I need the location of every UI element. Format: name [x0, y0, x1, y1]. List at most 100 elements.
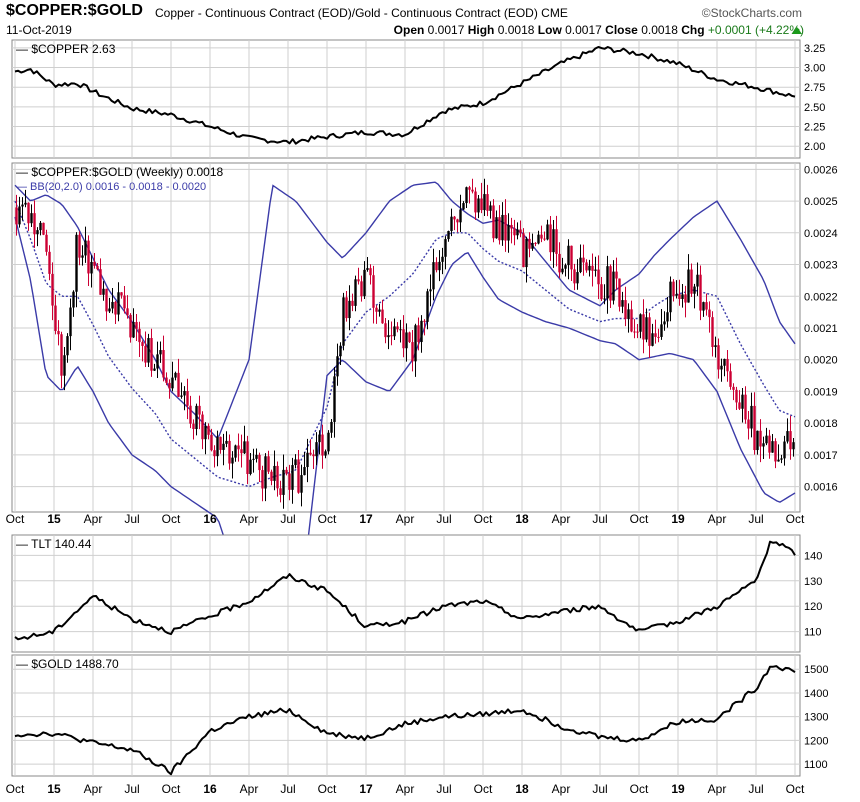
candle-up: [399, 329, 402, 331]
y-tick-label: 0.0020: [804, 355, 838, 367]
x-tick-label: Oct: [162, 782, 181, 796]
candle-down: [33, 213, 36, 235]
x-tick-label: Jul: [592, 512, 607, 526]
candle-up: [780, 458, 783, 460]
candle-up: [741, 394, 744, 409]
candle-down: [240, 449, 243, 454]
x-tick-label: 19: [671, 512, 685, 526]
ohlc-readout: Open 0.0017 High 0.0018 Low 0.0017 Close…: [394, 23, 804, 37]
candle-up: [444, 239, 447, 257]
candle-up: [525, 238, 528, 268]
candle-up: [792, 442, 795, 450]
candle-down: [165, 377, 168, 383]
candle-down: [597, 269, 600, 285]
candle-up: [720, 365, 723, 370]
candle-up: [531, 242, 534, 249]
y-tick-label: 2.75: [804, 82, 825, 94]
candle-down: [390, 335, 393, 337]
open-label: Open: [393, 23, 425, 37]
candle-down: [624, 300, 627, 319]
bb-lower-band: [14, 216, 796, 646]
x-tick-label: Apr: [552, 782, 571, 796]
candle-up: [714, 345, 717, 348]
x-tick-label: Jul: [280, 782, 295, 796]
x-tick-label: Oct: [474, 782, 493, 796]
candle-up: [39, 222, 42, 231]
x-tick-label: 16: [203, 512, 217, 526]
x-tick-label: Apr: [552, 512, 571, 526]
candle-up: [363, 269, 366, 297]
candle-up: [195, 405, 198, 430]
candle-down: [51, 273, 54, 306]
candle-up: [567, 245, 570, 266]
candle-up: [147, 338, 150, 363]
candle-up: [174, 372, 177, 378]
candle-down: [297, 459, 300, 493]
panel-frame: [11, 39, 801, 159]
candle-up: [75, 234, 78, 292]
candle-up: [243, 441, 246, 454]
y-tick-label: 2.50: [804, 102, 825, 114]
candle-down: [609, 266, 612, 301]
candle-up: [405, 332, 408, 349]
candle-up: [501, 214, 504, 241]
y-tick-label: 1400: [804, 688, 828, 700]
candle-up: [627, 309, 630, 319]
high-label: High: [467, 23, 495, 37]
x-tick-label: Apr: [84, 782, 103, 796]
y-tick-label: 0.0018: [804, 418, 838, 430]
candle-up: [483, 194, 486, 211]
panel-ratio: 0.0016 0.0017 0.0018 0.0019 0.0020 0.0021 0.00…: [11, 162, 838, 646]
candle-down: [558, 253, 561, 273]
candle-up: [339, 345, 342, 357]
panel-tlt: 110 120 130 140 — TLT 140.44: [11, 534, 822, 653]
candle-down: [78, 234, 81, 258]
legend-ratio: — $COPPER:$GOLD (Weekly) 0.0018: [16, 165, 224, 179]
candle-up: [102, 288, 105, 295]
candle-down: [510, 224, 513, 229]
candle-down: [549, 224, 552, 253]
candle-down: [705, 302, 708, 310]
y-tick-label: 0.0021: [804, 323, 838, 335]
candle-down: [186, 391, 189, 406]
x-tick-label: 15: [47, 512, 61, 526]
candle-down: [381, 309, 384, 324]
candle-up: [324, 451, 327, 456]
candle-down: [600, 284, 603, 300]
candle-up: [777, 459, 780, 462]
candle-down: [474, 191, 477, 213]
candle-down: [642, 314, 645, 340]
candle-down: [744, 394, 747, 420]
y-tick-label: 110: [804, 627, 822, 639]
candle-down: [711, 317, 714, 348]
y-tick-label: 140: [804, 550, 822, 562]
x-tick-label: Jul: [436, 782, 451, 796]
stockcharts-logo[interactable]: ©StockCharts.com: [701, 6, 802, 20]
x-tick-label: Jul: [748, 782, 763, 796]
candle-down: [699, 274, 702, 311]
x-tick-label: 17: [359, 782, 373, 796]
x-tick-label: Apr: [396, 782, 415, 796]
candle-up: [63, 355, 66, 376]
high-value: 0.0018: [497, 23, 535, 37]
candle-up: [306, 452, 309, 468]
candle-up: [645, 317, 648, 340]
candle-up: [651, 333, 654, 346]
candle-down: [126, 308, 129, 315]
candle-up: [441, 256, 444, 262]
candle-down: [114, 301, 117, 315]
low-value: 0.0017: [565, 23, 602, 37]
candle-up: [669, 281, 672, 313]
candle-up: [84, 240, 87, 256]
x-tick-label: Oct: [318, 512, 337, 526]
candle-down: [789, 431, 792, 450]
candle-up: [366, 268, 369, 270]
candle-down: [42, 222, 45, 235]
candle-up: [702, 302, 705, 311]
series-line-gold: [14, 665, 796, 776]
legend-tlt: — TLT 140.44: [16, 537, 92, 551]
series-line-tlt: [14, 540, 796, 641]
y-tick-label: 0.0026: [804, 164, 838, 176]
candle-up: [537, 234, 540, 244]
candle-up: [606, 266, 609, 299]
